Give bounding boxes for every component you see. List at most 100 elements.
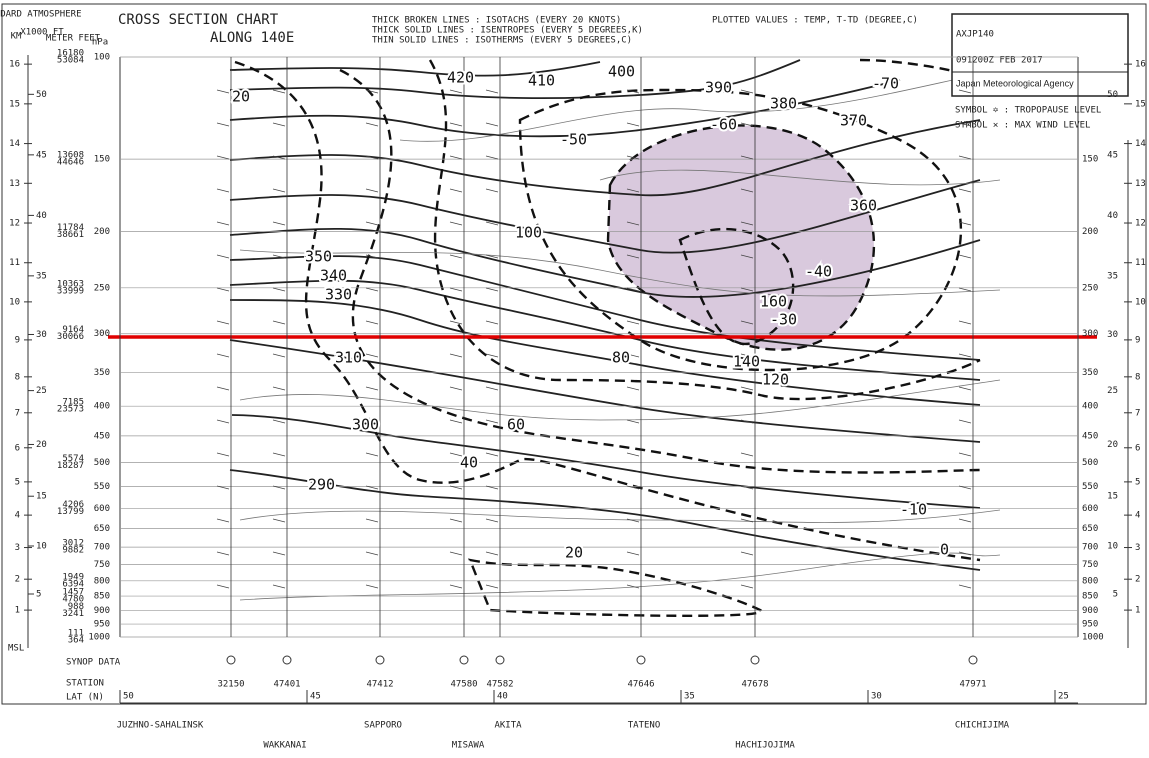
pressure-label: 1000: [88, 633, 110, 643]
km-label: 10: [9, 297, 20, 307]
pressure-label: 850: [94, 592, 110, 602]
wind-barb: [449, 386, 463, 391]
wind-barb: [626, 419, 640, 424]
height-m: 1949: [62, 572, 84, 582]
ft-label-right: 40: [1107, 211, 1118, 221]
lat-label: 25: [1058, 692, 1069, 702]
wind-barb: [485, 518, 499, 523]
isotach-label: 20: [565, 544, 583, 562]
isentrope-label: 290: [308, 476, 335, 494]
ft-label-right: 45: [1107, 150, 1118, 160]
wind-barb: [365, 518, 379, 523]
height-m: 16180: [57, 49, 84, 59]
meter-feet-label: METER FEET: [46, 34, 101, 44]
station-id: 47580: [450, 680, 477, 690]
height-ft: 6394: [62, 579, 84, 589]
wind-barb: [272, 452, 286, 457]
wind-barb: [365, 584, 379, 589]
wind-barb: [216, 221, 230, 226]
wind-barb: [449, 320, 463, 325]
isotherm-label: -30: [770, 311, 797, 329]
agency: Japan Meteorological Agency: [956, 78, 1074, 88]
place-name: AKITA: [494, 721, 522, 731]
km-label-right: 11: [1135, 258, 1146, 268]
km-label-right: 7: [1135, 408, 1140, 418]
wind-barb: [740, 155, 754, 160]
symbol-legend: SYMBOL ✡ : TROPOPAUSE LEVEL: [955, 106, 1101, 116]
wind-barb: [365, 485, 379, 490]
pressure-label-right: 550: [1082, 482, 1098, 492]
wind-barb: [449, 89, 463, 94]
wind-barb: [485, 320, 499, 325]
wind-barb: [958, 518, 972, 523]
wind-barb: [740, 221, 754, 226]
height-ft: 18287: [57, 461, 84, 471]
station-id: 47582: [486, 680, 513, 690]
pressure-label: 650: [94, 524, 110, 534]
pressure-label-right: 500: [1082, 458, 1098, 468]
wind-barb: [216, 254, 230, 259]
km-label: 3: [15, 543, 20, 553]
km-label: 13: [9, 179, 20, 189]
isotherm-label: -50: [560, 131, 587, 149]
wind-barb: [626, 353, 640, 358]
pressure-label-right: 800: [1082, 576, 1098, 586]
place-name: TATENO: [628, 721, 661, 731]
wind-barb: [626, 584, 640, 589]
km-label: 9: [15, 335, 20, 345]
wind-barb: [449, 452, 463, 457]
station-id: 47401: [273, 680, 300, 690]
wind-barb: [449, 287, 463, 292]
km-label: 11: [9, 258, 20, 268]
wind-barb: [365, 386, 379, 391]
ft-label: 25: [36, 386, 47, 396]
synop-symbol: [375, 655, 385, 665]
height-m: 1457: [62, 588, 84, 598]
wind-barb: [365, 155, 379, 160]
height-ft: 9882: [62, 546, 84, 556]
wind-barb: [449, 221, 463, 226]
ft-label: 10: [36, 542, 47, 552]
pressure-label-right: 300: [1082, 329, 1098, 339]
wind-barb: [485, 584, 499, 589]
place-name: WAKKANAI: [263, 741, 306, 751]
wind-barb: [216, 551, 230, 556]
height-ft: 13799: [57, 507, 84, 517]
km-label-right: 10: [1135, 297, 1146, 307]
jet-core-area: [606, 124, 876, 351]
isotachs: [234, 58, 986, 617]
pressure-label: 400: [94, 402, 110, 412]
ft-label: 5: [36, 590, 41, 600]
wind-barb: [958, 89, 972, 94]
height-ft: 23573: [57, 405, 84, 415]
wind-barb: [626, 89, 640, 94]
id-box: [951, 13, 1129, 97]
wind-barb: [449, 254, 463, 259]
km-label-right: 9: [1135, 335, 1140, 345]
wind-barb: [740, 485, 754, 490]
isotach-label: 40: [460, 454, 478, 472]
height-ft: 3241: [62, 609, 84, 619]
wind-barb: [958, 419, 972, 424]
place-name: MISAWA: [452, 741, 485, 751]
wind-barb: [485, 122, 499, 127]
pressure-label: 300: [94, 329, 110, 339]
height-m: 111: [68, 629, 84, 639]
wind-barb: [740, 320, 754, 325]
wind-barb: [958, 551, 972, 556]
wind-barb: [449, 584, 463, 589]
km-label-right: 3: [1135, 543, 1140, 553]
wind-barb: [958, 221, 972, 226]
wind-barb: [365, 89, 379, 94]
height-ft: 44646: [57, 158, 84, 168]
chart-time: 091200Z FEB 2017: [956, 56, 1043, 66]
isotherm-label: -10: [900, 501, 927, 519]
km-label-right: 12: [1135, 219, 1146, 229]
isotach-label: 20: [232, 88, 250, 106]
km-label: 15: [9, 99, 20, 109]
wind-barb: [740, 89, 754, 94]
pressure-label: 700: [94, 543, 110, 553]
wind-barb: [216, 518, 230, 523]
ft-label: X1000 FT: [20, 28, 64, 38]
synop-symbol: [636, 655, 646, 665]
